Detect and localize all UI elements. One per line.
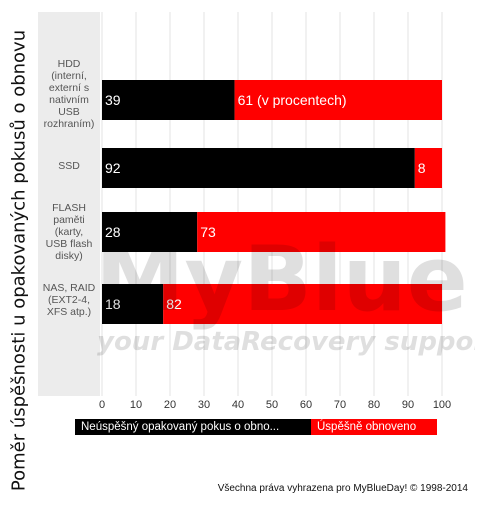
y-axis-title: Poměr úspěšnosti u opakovaných pokusů o … [8,29,30,492]
bar-value-label: 61 (v procentech) [238,92,347,108]
category-label: FLASH paměti (karty, USB flash disky) [45,202,93,262]
x-tick-label: 0 [99,399,105,411]
bar-segment[interactable] [102,148,415,188]
bar-segment[interactable] [163,284,442,324]
x-tick-labels: 0 10 20 30 40 50 60 70 80 90 100 [99,399,451,411]
watermark-tagline: your DataRecovery support [97,327,475,357]
chart-area: 39 61 (v procentech) 92 8 28 73 18 82 0 10 20 30 40… [38,12,451,411]
x-tick-label: 80 [368,399,380,411]
bar-value-label: 8 [418,160,426,176]
bar-value-label: 18 [105,296,121,312]
category-label: HDD (interní, externí s nativním USB roz… [43,58,95,130]
bars [102,80,446,324]
x-tick-label: 20 [164,399,176,411]
watermark-brand: MyBlueDay! [95,227,475,332]
category-panel [38,12,100,396]
x-tick-label: 50 [266,399,278,411]
bar-value-label: 73 [200,224,216,240]
bar-segment[interactable] [234,80,442,120]
category-label: SSD [58,160,80,172]
copyright-credit: Všechna práva vyhrazena pro MyBlueDay! ©… [217,483,468,494]
x-tick-label: 90 [402,399,414,411]
bar-segment[interactable] [102,212,198,252]
legend-item-success[interactable]: Úspěšně obnoveno [311,419,437,435]
bar-labels: 39 61 (v procentech) 92 8 28 73 18 82 [105,92,426,312]
x-tick-label: 30 [198,399,210,411]
bar-segment[interactable] [197,212,446,252]
bar-value-label: 28 [105,224,121,240]
legend-item-failed[interactable]: Neúspěšný opakovaný pokus o obno... [75,419,317,435]
x-tick-label: 60 [300,399,312,411]
gridlines [101,12,443,396]
watermark-logo: MyBlueDay! your DataRecovery support [95,227,475,357]
bar-segment[interactable] [102,80,235,120]
bar-value-label: 82 [166,296,182,312]
bar-segment[interactable] [102,284,164,324]
bar-segment[interactable] [414,148,442,188]
bar-value-label: 92 [105,160,121,176]
category-label: NAS, RAID (EXT2-4, XFS atp.) [42,282,96,318]
bar-value-label: 39 [105,92,121,108]
x-tick-label: 70 [334,399,346,411]
x-tick-label: 100 [433,399,451,411]
x-tick-label: 10 [130,399,142,411]
x-tick-label: 40 [232,399,244,411]
